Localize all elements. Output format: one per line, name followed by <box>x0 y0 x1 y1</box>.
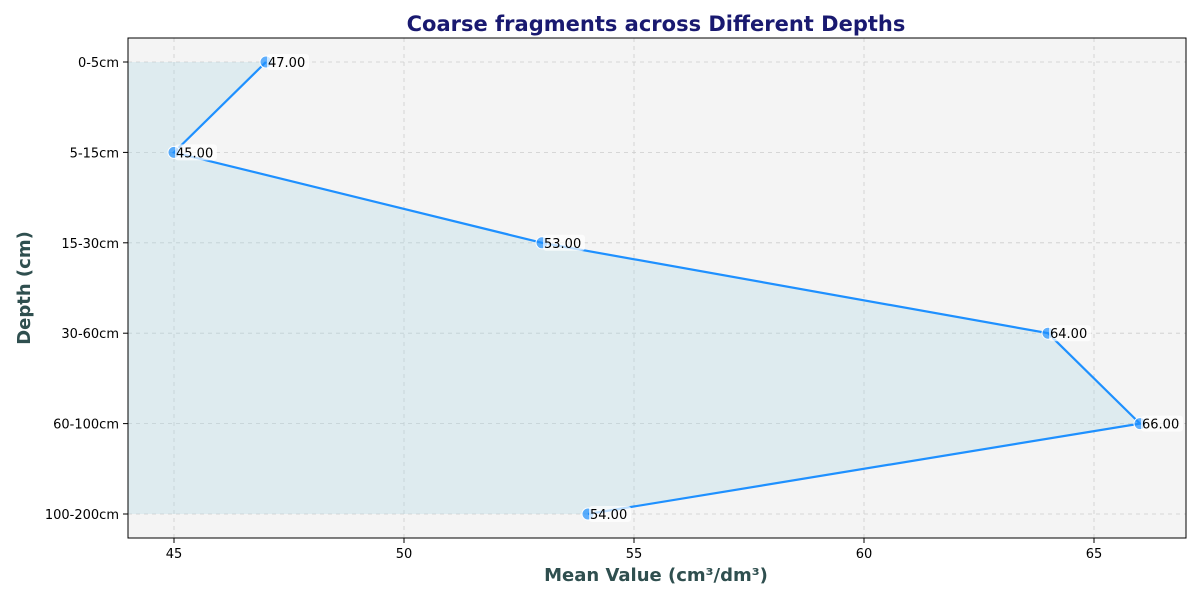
data-label: 54.00 <box>590 508 627 523</box>
data-label-background <box>589 506 631 522</box>
grid <box>128 38 1186 538</box>
y-tick-label: 60-100cm <box>53 418 119 433</box>
x-tick-label: 60 <box>856 547 873 562</box>
chart-title: Coarse fragments across Different Depths <box>407 12 906 36</box>
y-tick-label: 30-60cm <box>61 327 119 342</box>
data-label-background <box>543 234 585 251</box>
y-tick-label: 0-5cm <box>78 56 119 71</box>
data-label-background <box>267 54 309 70</box>
y-tick-label: 100-200cm <box>45 508 119 523</box>
x-tick-label: 65 <box>1086 547 1103 562</box>
plot-background <box>128 38 1186 538</box>
y-axis-label: Depth (cm) <box>14 231 35 345</box>
x-tick-label: 55 <box>626 547 643 562</box>
data-label: 47.00 <box>268 56 305 71</box>
y-tick-label: 15-30cm <box>61 237 119 252</box>
x-tick-label: 45 <box>166 547 183 562</box>
data-label: 45.00 <box>176 146 213 161</box>
data-label: 66.00 <box>1142 418 1179 433</box>
data-label-background <box>1049 325 1091 342</box>
data-label: 64.00 <box>1050 327 1087 342</box>
x-axis-ticks: 45 50 55 60 65 <box>166 538 1103 562</box>
data-label-background <box>1141 415 1183 432</box>
area-fill <box>128 62 1140 514</box>
x-tick-label: 50 <box>396 547 413 562</box>
value-labels: 47.00 45.00 53.00 64.00 66.00 54.00 <box>175 54 1183 523</box>
series-line <box>171 61 1143 516</box>
y-tick-label: 5-15cm <box>70 146 119 161</box>
y-axis-ticks: 0-5cm 5-15cm 15-30cm 30-60cm 60-100cm 100-200… <box>45 56 128 523</box>
data-label-background <box>175 144 217 161</box>
data-label: 53.00 <box>544 237 581 252</box>
plot-frame <box>127 37 1187 539</box>
x-axis-label: Mean Value (cm³/dm³) <box>544 565 768 586</box>
